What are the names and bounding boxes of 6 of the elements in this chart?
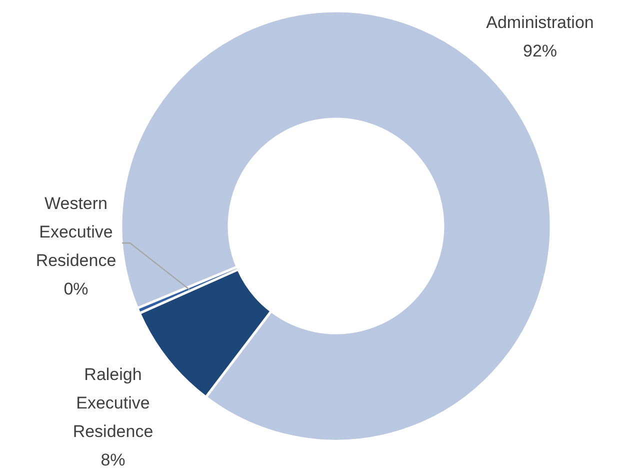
data-label: 8% (100, 450, 126, 470)
slice-label: Administration (486, 13, 594, 32)
slice-label: Western Executive Residence (36, 194, 116, 270)
data-label: 92% (522, 42, 558, 60)
data-label: 0% (64, 280, 88, 298)
slice-label: Raleigh Executive Residence (72, 365, 154, 441)
